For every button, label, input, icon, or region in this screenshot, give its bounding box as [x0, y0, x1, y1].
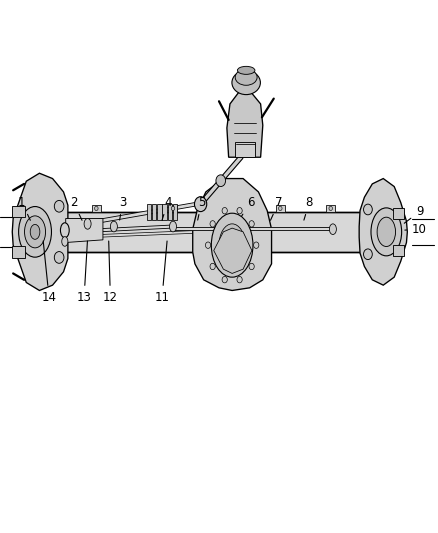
Bar — [168, 204, 172, 220]
Ellipse shape — [60, 223, 69, 238]
Ellipse shape — [171, 206, 175, 211]
Bar — [92, 205, 101, 212]
Bar — [12, 206, 25, 217]
Polygon shape — [66, 219, 103, 243]
Ellipse shape — [95, 206, 98, 211]
Text: 13: 13 — [77, 241, 92, 304]
Bar — [152, 204, 156, 220]
Ellipse shape — [205, 242, 211, 248]
Bar — [236, 142, 255, 157]
Ellipse shape — [279, 206, 282, 211]
Text: 4: 4 — [162, 196, 172, 220]
Polygon shape — [12, 173, 68, 290]
Text: 8: 8 — [304, 196, 313, 220]
Ellipse shape — [25, 216, 46, 248]
Ellipse shape — [222, 277, 227, 283]
Ellipse shape — [237, 277, 242, 283]
Polygon shape — [214, 228, 252, 273]
Ellipse shape — [54, 252, 64, 263]
Text: 3: 3 — [119, 196, 126, 220]
Ellipse shape — [222, 207, 227, 214]
Text: 1: 1 — [18, 196, 30, 220]
Ellipse shape — [210, 221, 215, 227]
Ellipse shape — [216, 175, 226, 187]
Polygon shape — [193, 179, 272, 290]
Ellipse shape — [219, 224, 245, 266]
Ellipse shape — [232, 70, 260, 95]
Ellipse shape — [364, 204, 372, 215]
Bar — [276, 205, 285, 212]
Ellipse shape — [249, 263, 254, 270]
Bar — [162, 204, 167, 220]
Ellipse shape — [211, 213, 253, 277]
Polygon shape — [227, 91, 263, 157]
Ellipse shape — [18, 207, 52, 257]
Bar — [169, 205, 177, 212]
Text: 14: 14 — [42, 241, 57, 304]
Bar — [173, 204, 177, 220]
Bar — [393, 208, 404, 219]
Text: 7: 7 — [271, 196, 283, 220]
Ellipse shape — [170, 221, 177, 232]
Ellipse shape — [210, 263, 215, 270]
Ellipse shape — [364, 249, 372, 260]
Ellipse shape — [237, 66, 255, 74]
Text: 6: 6 — [241, 196, 254, 216]
Ellipse shape — [329, 206, 332, 211]
Ellipse shape — [110, 221, 117, 232]
Ellipse shape — [84, 219, 91, 229]
Text: 9: 9 — [404, 205, 424, 223]
Ellipse shape — [235, 69, 257, 85]
Ellipse shape — [194, 197, 207, 212]
Bar — [12, 246, 25, 258]
Ellipse shape — [254, 242, 259, 248]
Ellipse shape — [62, 237, 68, 246]
Text: 5: 5 — [198, 196, 205, 220]
Ellipse shape — [377, 217, 396, 247]
Ellipse shape — [54, 200, 64, 212]
Text: 2: 2 — [70, 196, 82, 220]
Bar — [326, 205, 335, 212]
Ellipse shape — [237, 207, 242, 214]
Bar — [157, 204, 162, 220]
Polygon shape — [59, 212, 381, 252]
Bar — [393, 245, 404, 256]
Ellipse shape — [329, 224, 336, 235]
Ellipse shape — [249, 221, 254, 227]
Text: 12: 12 — [103, 241, 118, 304]
Ellipse shape — [371, 208, 402, 256]
Text: 10: 10 — [405, 223, 427, 236]
Text: 11: 11 — [155, 241, 170, 304]
Bar — [147, 204, 151, 220]
Polygon shape — [359, 179, 407, 285]
Ellipse shape — [30, 224, 40, 239]
